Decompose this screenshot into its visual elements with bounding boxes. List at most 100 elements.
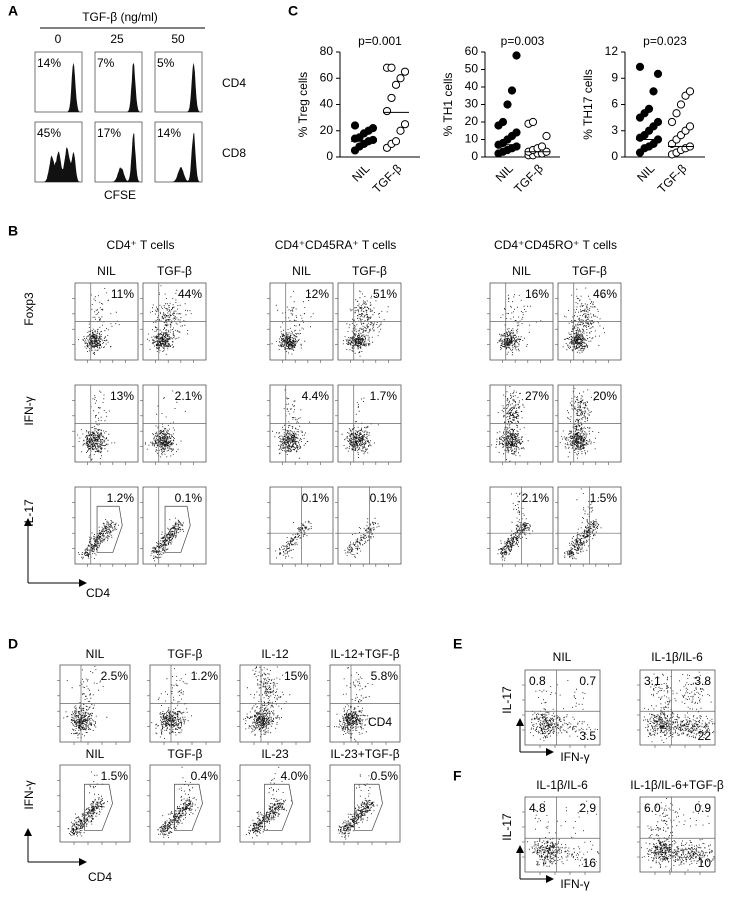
percent-label: 1.5% (590, 491, 618, 505)
axis-label: CD4 (86, 586, 110, 600)
plot-frame (524, 796, 601, 873)
row-label: Foxp3 (22, 292, 36, 326)
row-label: IL-17 (22, 499, 36, 527)
condition-label: NIL (553, 650, 572, 664)
data-point (512, 128, 521, 137)
condition-label: IL-1β/IL-6 (536, 778, 588, 792)
data-point (542, 131, 551, 141)
quadrant-value: 22 (698, 729, 712, 743)
panel-letter: F (453, 768, 462, 784)
histogram (155, 132, 202, 182)
data-point (387, 63, 396, 72)
axis-label: IFN-γ (22, 780, 36, 809)
gate (164, 505, 191, 553)
p-value: p=0.003 (501, 34, 545, 48)
data-point (537, 142, 547, 151)
quadrant-value: 0.9 (694, 801, 711, 815)
percent-label: 44% (178, 287, 202, 301)
data-point (635, 62, 645, 71)
panel-a-title: TGF-β (ng/ml) (82, 10, 158, 24)
percent-label: 0.1% (302, 491, 330, 505)
panel-letter: A (8, 3, 18, 19)
panel-letter: E (453, 636, 462, 652)
plot-frame (239, 764, 311, 843)
data-point (649, 87, 658, 96)
cell-cloud (564, 488, 602, 560)
y-tick-label: 20 (465, 114, 479, 128)
condition-label: TGF-β (157, 264, 192, 278)
row-label: CD8 (222, 146, 246, 160)
cell-cloud (271, 290, 314, 355)
data-point (400, 67, 410, 76)
plot-frame (142, 486, 207, 565)
condition-label: IL-1β/IL-6+TGF-β (630, 778, 724, 792)
data-point (368, 124, 378, 133)
data-point (396, 74, 405, 83)
plot-frame (524, 669, 601, 746)
condition-label: NIL (292, 264, 311, 278)
data-point (685, 87, 695, 96)
condition-label: IL-1β/IL-6 (651, 650, 703, 664)
y-tick-label: 40 (465, 79, 479, 93)
y-tick-label: 30 (465, 97, 479, 111)
condition-label: TGF-β (168, 647, 203, 661)
percent-label: 1.5% (101, 769, 129, 783)
cell-cloud (78, 519, 119, 560)
p-value: p=0.001 (358, 34, 402, 48)
y-tick-label: 10 (465, 132, 479, 146)
gate (96, 505, 123, 553)
quadrant-value: 3.8 (694, 674, 711, 688)
percent-label: 20% (593, 389, 617, 403)
y-tick-label: 6 (611, 97, 618, 111)
percent-label: 45% (37, 126, 61, 140)
panel-letter: D (8, 636, 18, 652)
axis-label: IL-17 (500, 686, 514, 714)
plot-frame (149, 764, 221, 843)
data-point (387, 93, 396, 103)
percent-label: 14% (37, 56, 61, 70)
cell-cloud (342, 290, 389, 357)
y-tick-label: 0 (471, 149, 478, 163)
cell-cloud (491, 386, 529, 462)
data-point (653, 117, 663, 127)
panel-letter: C (288, 3, 298, 19)
data-point (396, 126, 405, 135)
condition-label: NIL (86, 647, 105, 661)
row-label: IFN-γ (22, 396, 36, 425)
condition-label: TGF-β (352, 264, 387, 278)
condition-label: IL-23 (261, 747, 289, 761)
condition-label: NIL (97, 264, 116, 278)
quadrant-value: 2.9 (579, 801, 596, 815)
y-tick-label: 3 (611, 123, 618, 137)
percent-label: 16% (525, 287, 549, 301)
cell-cloud (245, 766, 292, 839)
cell-cloud (275, 520, 312, 559)
histogram (95, 133, 142, 182)
axis-label: CFSE (104, 188, 136, 202)
plot-frame (74, 486, 139, 565)
quadrant-value: 16 (583, 856, 597, 870)
quadrant-value: 3.1 (644, 674, 661, 688)
quadrant-value: 6.0 (644, 801, 661, 815)
plot-frame (639, 669, 716, 746)
cell-cloud (641, 798, 715, 872)
data-point (512, 51, 521, 60)
percent-label: 5.8% (371, 669, 399, 683)
data-point (672, 109, 681, 118)
data-point (400, 120, 410, 129)
gate (84, 783, 113, 831)
data-point (676, 100, 686, 109)
data-point (653, 69, 663, 78)
y-tick-label: 0 (611, 149, 618, 163)
percent-label: 5% (157, 56, 175, 70)
percent-label: 14% (157, 126, 181, 140)
y-axis-label: % Treg cells (296, 72, 310, 137)
quadrant-value: 4.8 (529, 801, 546, 815)
axis-label: IFN-γ (560, 877, 589, 891)
condition-label: TGF-β (168, 747, 203, 761)
gate (264, 783, 293, 831)
percent-label: 0.1% (175, 491, 203, 505)
cell-cloud (530, 676, 598, 742)
cell-cloud (643, 671, 715, 743)
